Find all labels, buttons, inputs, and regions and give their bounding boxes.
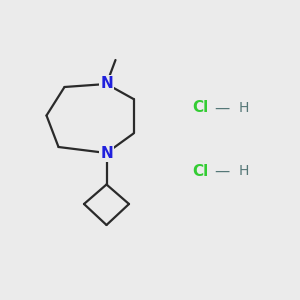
Text: H: H bbox=[238, 101, 249, 115]
Text: H: H bbox=[238, 164, 249, 178]
Text: Cl: Cl bbox=[192, 100, 208, 116]
Text: Cl: Cl bbox=[192, 164, 208, 178]
Text: —: — bbox=[214, 164, 230, 178]
Text: —: — bbox=[214, 100, 230, 116]
Text: N: N bbox=[100, 76, 113, 92]
Text: N: N bbox=[100, 146, 113, 160]
